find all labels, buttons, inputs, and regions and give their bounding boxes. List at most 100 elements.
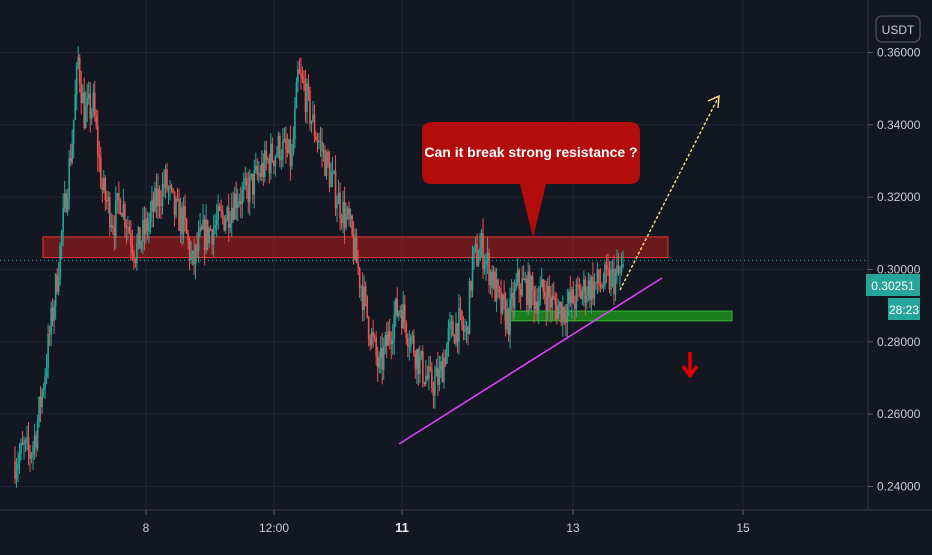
candle-body [315, 136, 317, 140]
candle-body [224, 220, 227, 231]
currency-label[interactable]: USDT [875, 15, 921, 43]
candle-body [515, 282, 517, 288]
candle-body [42, 388, 45, 391]
callout-text: Can it break strong resistance ? [424, 144, 637, 160]
candle-body [288, 139, 290, 153]
candle-body [295, 82, 298, 109]
candle-body [414, 353, 417, 369]
candle-body [548, 286, 551, 298]
ascending-trendline[interactable] [398, 277, 663, 445]
candle-body [598, 269, 600, 284]
candle-body [336, 204, 338, 209]
y-tick-label: 0.30000 [877, 262, 921, 276]
candle-body [128, 227, 131, 234]
candle-body [209, 228, 212, 231]
candle-series [14, 46, 624, 488]
candle-body [267, 159, 269, 161]
candle-body [254, 165, 257, 171]
candle-body [203, 219, 206, 250]
candle-body [607, 267, 609, 270]
candle-body [578, 285, 581, 289]
candle-body [593, 281, 596, 299]
candle-body [586, 296, 588, 303]
candle-body [286, 149, 289, 153]
candle-body [432, 388, 435, 396]
candle-body [32, 445, 34, 455]
candle-body [441, 361, 444, 383]
candle-body [188, 240, 191, 261]
candle-body [447, 328, 450, 344]
candle-body [140, 241, 143, 249]
y-tick-label: 0.36000 [877, 45, 921, 59]
candle-body [50, 307, 52, 335]
candle-body [604, 264, 606, 285]
candle-body [346, 208, 349, 215]
candle-body [416, 349, 418, 369]
candle-body [438, 369, 441, 385]
price-axis[interactable]: 0.36000 0.34000 0.32000 0.30000 0.28000 0.260… [868, 45, 921, 493]
candle-body [110, 225, 113, 228]
candle-body [566, 304, 569, 323]
candle-body [324, 149, 326, 176]
candle-body [348, 208, 350, 219]
candle-body [21, 442, 24, 445]
candle-body [291, 152, 293, 167]
candle-body [577, 284, 579, 286]
candle-body [584, 279, 587, 303]
y-tick-label: 0.26000 [877, 407, 921, 421]
candle-body [495, 279, 498, 302]
candle-body [191, 251, 194, 254]
x-tick-label: 8 [143, 521, 150, 535]
candle-body [446, 343, 448, 364]
candle-body [214, 224, 216, 228]
time-axis[interactable]: 8 12:00 11 13 15 [143, 510, 750, 535]
candle-body [542, 279, 545, 292]
candle-body [480, 232, 483, 248]
candle-body [277, 135, 280, 154]
candle-body [408, 345, 411, 347]
candle-body [202, 219, 204, 229]
candle-body [327, 152, 329, 164]
candle-body [387, 331, 390, 346]
candle-body [617, 265, 620, 273]
candle-body [96, 126, 99, 156]
candle-body [130, 233, 132, 245]
candle-body [235, 193, 238, 209]
candle-body [477, 260, 480, 266]
candle-body [462, 324, 465, 332]
candle-body [36, 421, 39, 449]
candle-body [106, 199, 108, 202]
candle-body [358, 267, 361, 288]
candle-body [506, 308, 508, 330]
candle-body [251, 173, 254, 195]
candle-body [385, 334, 388, 346]
candle-body [71, 143, 73, 163]
candle-body [300, 73, 302, 76]
candle-body [426, 375, 429, 379]
callout-bubble[interactable]: Can it break strong resistance ? [422, 122, 640, 238]
candle-body [384, 334, 387, 347]
candle-body [119, 199, 122, 214]
candle-body [560, 302, 563, 324]
candle-body [211, 230, 213, 245]
candle-body [250, 173, 253, 177]
candle-body [431, 369, 433, 389]
candle-body [199, 226, 201, 234]
candle-body [443, 357, 445, 383]
candle-body [397, 311, 400, 317]
candle-body [298, 69, 301, 74]
candle-body [279, 135, 281, 161]
candle-body [182, 205, 185, 235]
candle-body [531, 276, 534, 290]
candle-body [72, 119, 75, 144]
candle-body [289, 139, 292, 167]
candle-body [131, 244, 134, 254]
candle-body [394, 298, 397, 315]
candle-body [366, 295, 368, 317]
candle-body [276, 153, 278, 157]
candle-body [217, 205, 219, 220]
candle-body [241, 189, 244, 205]
candle-body [212, 227, 215, 245]
